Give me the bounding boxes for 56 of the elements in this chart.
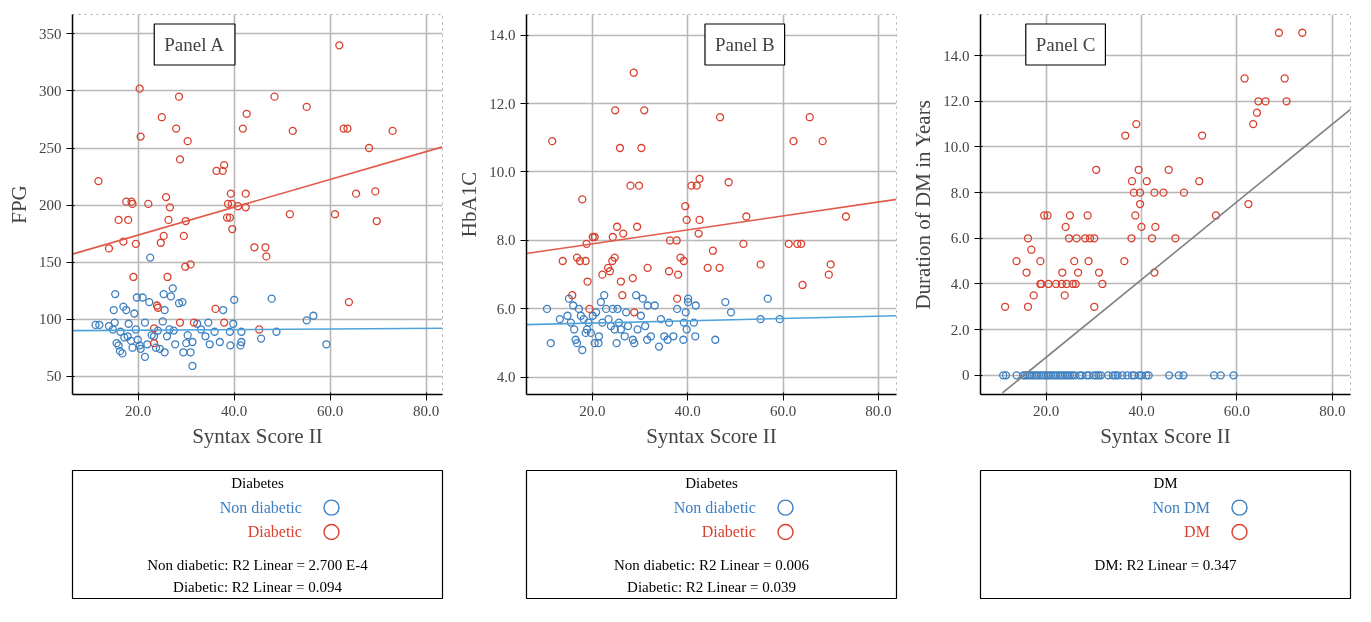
legend-title: DM	[1153, 475, 1178, 492]
x-tick-label: 60.0	[769, 402, 797, 419]
text: DM: R2 Linear = 0.347	[1094, 557, 1238, 574]
y-tick-label: 4.0	[496, 369, 516, 386]
x-axis-title: Syntax Score II	[646, 423, 777, 448]
y-axis-title: HbA1C	[457, 171, 482, 238]
x-tick-label: 80.0	[413, 402, 440, 419]
y-tick-label: 4.0	[950, 275, 970, 292]
x-axis-title: Syntax Score II	[192, 423, 323, 448]
x-axis-title: Syntax Score II	[1100, 423, 1231, 448]
x-tick-label: 60.0	[1223, 402, 1251, 419]
x-tick-label: 20.0	[125, 402, 152, 419]
x-tick-label: 40.0	[674, 402, 701, 419]
text: Non diabetic: R2 Linear = 0.006	[613, 557, 810, 574]
text: Panel C	[1035, 34, 1096, 55]
legend-label: Non DM	[1152, 499, 1210, 517]
y-tick-label: 12.0	[489, 95, 516, 112]
legend-label: Non diabetic	[673, 499, 756, 517]
x-tick-label: 60.0	[317, 402, 344, 419]
y-tick-label: 250	[39, 140, 62, 157]
y-tick-label: 50	[46, 368, 62, 385]
y-axis-title: FPG	[7, 185, 31, 224]
x-tick-label: 80.0	[1319, 402, 1346, 419]
y-tick-label: 10.0	[943, 138, 970, 155]
text: Diabetic: R2 Linear = 0.094	[173, 578, 343, 595]
legend-title: Diabetes	[231, 475, 284, 492]
text: Non diabetic: R2 Linear = 2.700 E-4	[147, 557, 369, 574]
y-axis-title: Duration of DM in Years	[911, 100, 936, 310]
legend-label: DM	[1184, 523, 1210, 541]
y-tick-label: 10.0	[489, 163, 516, 180]
y-tick-label: 350	[39, 25, 62, 42]
x-tick-label: 20.0	[579, 402, 606, 419]
y-tick-label: 14.0	[943, 47, 970, 64]
text: Diabetic: R2 Linear = 0.039	[627, 578, 796, 595]
legend-label: Non diabetic	[219, 499, 302, 517]
y-tick-label: 300	[39, 82, 62, 99]
y-tick-label: 200	[39, 197, 62, 214]
y-tick-label: 8.0	[496, 232, 516, 249]
y-tick-label: 0	[962, 367, 970, 384]
y-tick-label: 6.0	[950, 230, 970, 247]
x-tick-label: 40.0	[1128, 402, 1155, 419]
y-tick-label: 6.0	[496, 300, 516, 317]
y-tick-label: 12.0	[943, 93, 970, 110]
y-tick-label: 100	[39, 311, 62, 328]
y-tick-label: 14.0	[489, 27, 516, 44]
x-tick-label: 20.0	[1032, 402, 1060, 419]
legend-label: Diabetic	[701, 523, 756, 541]
y-tick-label: 8.0	[950, 184, 970, 201]
y-tick-label: 150	[39, 254, 62, 271]
text: Panel B	[714, 34, 775, 55]
legend-title: Diabetes	[685, 475, 738, 492]
x-tick-label: 40.0	[221, 402, 248, 419]
x-tick-label: 80.0	[865, 402, 892, 419]
legend-label: Diabetic	[247, 523, 302, 541]
y-tick-label: 2.0	[950, 321, 970, 338]
text: Panel A	[164, 34, 225, 55]
